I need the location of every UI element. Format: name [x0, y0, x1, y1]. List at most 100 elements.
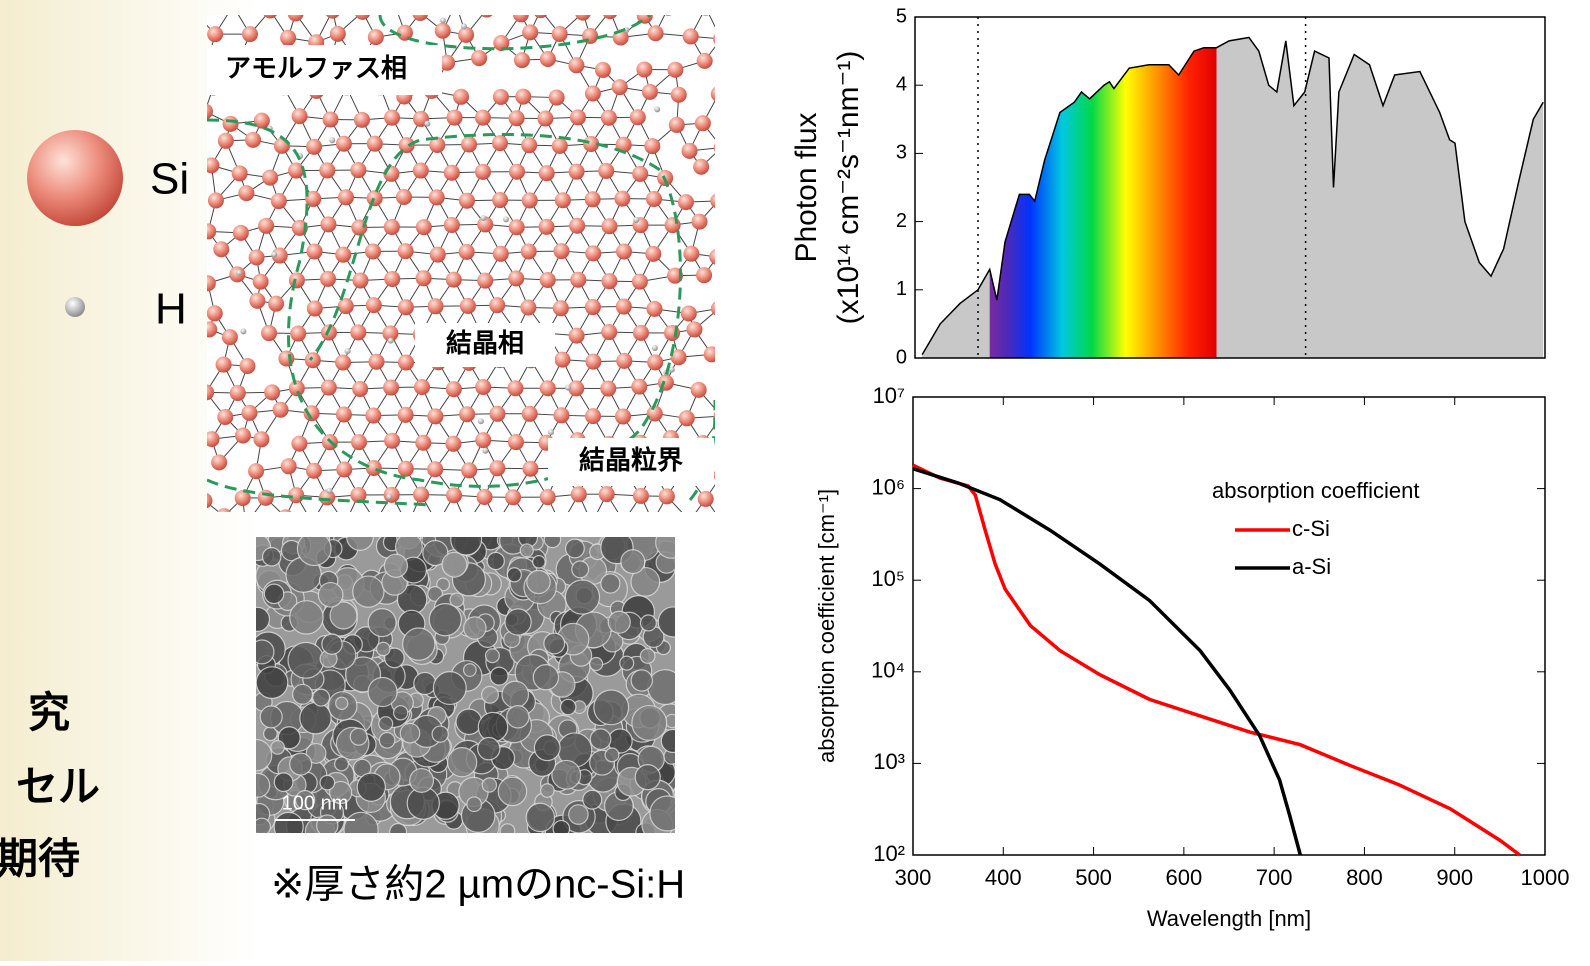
h-atom [548, 429, 554, 435]
si-atom [612, 79, 628, 95]
si-atom [642, 84, 658, 100]
si-atom [398, 243, 414, 259]
bond [467, 522, 498, 524]
si-atom [554, 352, 570, 368]
si-atom [632, 166, 648, 182]
grain [507, 568, 521, 582]
si-atom [304, 515, 320, 531]
x-tick-label: 900 [1436, 865, 1473, 890]
si-atom [230, 385, 246, 401]
si-atom [365, 244, 381, 260]
si-atom [304, 405, 320, 421]
si-atom [540, 380, 556, 396]
si-atom [713, 31, 729, 47]
si-atom [513, 6, 529, 22]
grain [264, 584, 283, 603]
si-atom [338, 189, 354, 205]
h-atom [478, 418, 484, 424]
si-atom [537, 110, 553, 126]
si-atom [492, 135, 508, 151]
grain [297, 532, 331, 566]
y-tick-label: 10⁴ [871, 658, 905, 683]
bond [531, 523, 561, 525]
x-tick-label: 400 [985, 865, 1022, 890]
si-atom [616, 299, 632, 315]
grain [403, 628, 435, 660]
si-atom [232, 165, 248, 181]
si-atom [505, 489, 521, 505]
si-atom [288, 163, 304, 179]
si-atom [540, 489, 556, 505]
grain [379, 733, 395, 749]
bond [270, 10, 295, 13]
si-atom [355, 4, 371, 20]
bond [408, 524, 438, 525]
si-atom [261, 325, 277, 341]
si-atom [461, 462, 477, 478]
grain [368, 609, 396, 637]
si-atom [446, 381, 462, 397]
si-atom [208, 192, 224, 208]
si-atom [477, 273, 493, 289]
si-atom [427, 461, 443, 477]
si-atom [338, 298, 354, 314]
h-atom [461, 23, 467, 29]
si-atom [686, 321, 702, 337]
grain [256, 667, 288, 699]
si-atom [630, 109, 646, 125]
si-atom [412, 5, 428, 21]
bond [583, 11, 610, 13]
si-atom [616, 244, 632, 260]
grain [336, 697, 348, 709]
si-atom [709, 249, 725, 265]
y-tick-label: 2 [896, 210, 907, 232]
si-atom [216, 357, 232, 373]
si-atom [633, 488, 649, 504]
grain [414, 672, 436, 694]
grain [632, 706, 667, 741]
grain [534, 735, 560, 761]
y-tick-label: 10⁷ [873, 383, 905, 408]
grain [594, 690, 629, 725]
si-atom [213, 241, 229, 257]
si-atom [693, 159, 709, 175]
grain [442, 552, 467, 577]
grain [560, 699, 575, 714]
x-tick-label: 800 [1346, 865, 1383, 890]
si-atom [446, 272, 462, 288]
si-atom [533, 2, 549, 18]
grain [590, 658, 603, 671]
bond [363, 6, 396, 12]
si-atom [569, 218, 585, 234]
h-atom [240, 328, 246, 334]
si-atom [248, 463, 264, 479]
si-atom [698, 0, 714, 16]
si-atom [509, 110, 525, 126]
si-atom [682, 513, 698, 529]
grain [526, 803, 554, 831]
si-atom [509, 164, 525, 180]
si-atom [553, 407, 569, 423]
si-atom [569, 328, 585, 344]
si-atom [585, 408, 601, 424]
si-atom [241, 405, 257, 421]
grain [390, 823, 407, 840]
si-atom [249, 293, 265, 309]
grain [288, 642, 324, 678]
si-atom [647, 354, 663, 370]
bond [333, 11, 363, 12]
bond [521, 10, 541, 14]
si-atom [288, 487, 304, 503]
si-atom [475, 379, 491, 395]
si-atom [350, 162, 366, 178]
si-atom [446, 487, 462, 503]
grain [648, 670, 683, 705]
si-atom [568, 57, 584, 73]
si-atom [569, 164, 585, 180]
grain [544, 633, 565, 654]
h-atom [271, 251, 277, 257]
si-atom [681, 305, 697, 321]
caption: ※厚さ約2 µmのnc-Si:H [271, 863, 685, 907]
si-atom [493, 246, 509, 262]
